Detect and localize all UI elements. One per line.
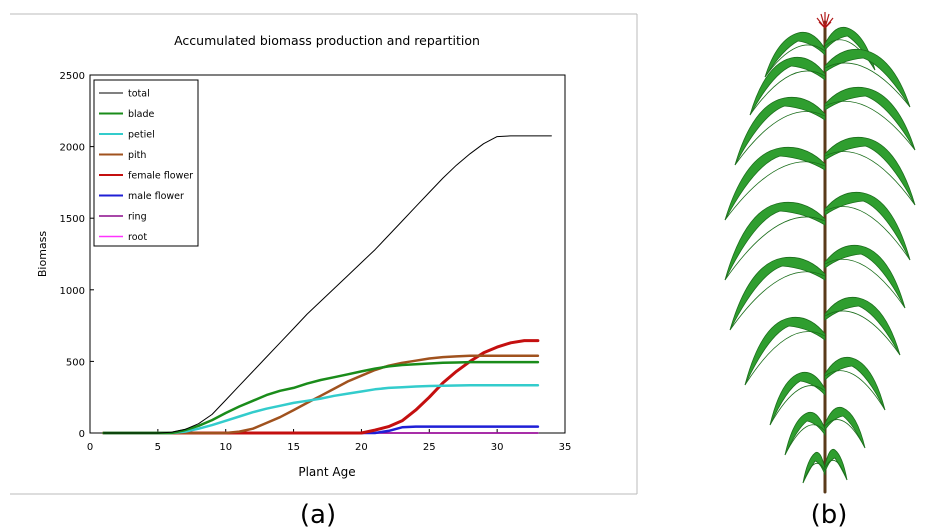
leaf-midrib <box>824 151 916 206</box>
leaf-midrib <box>724 216 826 281</box>
leaf-midrib <box>764 44 826 78</box>
y-axis-label: Biomass <box>36 231 49 278</box>
legend-label: female flower <box>128 171 193 182</box>
y-tick-label: 2500 <box>60 71 85 82</box>
series-layer <box>102 135 552 435</box>
legend-label: petiel <box>128 130 155 141</box>
tassel-branch <box>824 21 832 29</box>
y-axis-ticks: 0 500 1000 1500 2000 2500 <box>60 71 94 440</box>
x-tick-label: 25 <box>423 442 436 453</box>
chart-title: Accumulated biomass production and repar… <box>174 33 480 48</box>
series-line-total <box>103 135 552 434</box>
legend-label: male flower <box>128 191 184 202</box>
series-line-female-flower <box>102 339 540 435</box>
y-tick-label: 500 <box>66 357 85 368</box>
leaf-midrib <box>784 424 826 456</box>
x-axis-ticks: 0 5 10 15 20 25 30 35 <box>87 429 572 453</box>
series-line-petiel <box>102 384 540 435</box>
legend-box <box>93 79 199 247</box>
leaf-midrib <box>824 419 866 449</box>
leaf-midrib <box>824 100 916 151</box>
leaf-midrib <box>824 459 848 481</box>
leaf-midrib <box>734 111 826 166</box>
leaf-midrib <box>729 271 826 331</box>
leaf-midrib <box>724 161 826 221</box>
panel-a-chart: Accumulated biomass production and repar… <box>10 13 638 495</box>
x-tick-label: 15 <box>287 442 300 453</box>
y-tick-label: 2000 <box>60 143 85 154</box>
y-tick-label: 1000 <box>60 286 85 297</box>
leaf-midrib <box>824 62 911 108</box>
x-tick-label: 30 <box>491 442 504 453</box>
series-line-pith <box>102 354 540 435</box>
x-tick-label: 10 <box>219 442 232 453</box>
plant-leaves <box>724 26 916 484</box>
panel-b-label: (b) <box>811 500 848 530</box>
leaf-midrib <box>802 462 826 484</box>
legend: total blade petiel pith female flower male fl… <box>93 79 199 247</box>
leaf-midrib <box>824 310 901 356</box>
x-tick-label: 5 <box>155 442 161 453</box>
tassel-branch <box>820 13 826 29</box>
leaf-midrib <box>749 70 826 116</box>
series-line-blade <box>102 360 540 435</box>
leaf-midrib <box>769 385 826 426</box>
panel-b-plant-illustration <box>724 12 916 494</box>
leaf-midrib <box>824 370 886 411</box>
plant-tassel <box>816 12 834 29</box>
legend-label: root <box>128 232 147 243</box>
leaf-midrib <box>824 258 906 309</box>
x-tick-label: 35 <box>559 442 572 453</box>
x-tick-label: 0 <box>87 442 93 453</box>
tassel-branch <box>824 13 830 29</box>
panel-a-label: (a) <box>300 500 336 530</box>
y-tick-label: 0 <box>79 429 85 440</box>
x-tick-label: 20 <box>355 442 368 453</box>
series-line-male-flower <box>102 425 540 435</box>
tassel-branch <box>818 21 826 29</box>
x-axis-label: Plant Age <box>298 465 355 479</box>
leaf-midrib <box>824 206 911 261</box>
leaf-midrib <box>744 331 826 386</box>
legend-label: ring <box>128 212 147 223</box>
legend-label: total <box>128 89 150 100</box>
legend-label: blade <box>128 109 155 120</box>
legend-label: pith <box>128 150 146 161</box>
leaf-midrib <box>824 39 876 71</box>
y-tick-label: 1500 <box>60 214 85 225</box>
